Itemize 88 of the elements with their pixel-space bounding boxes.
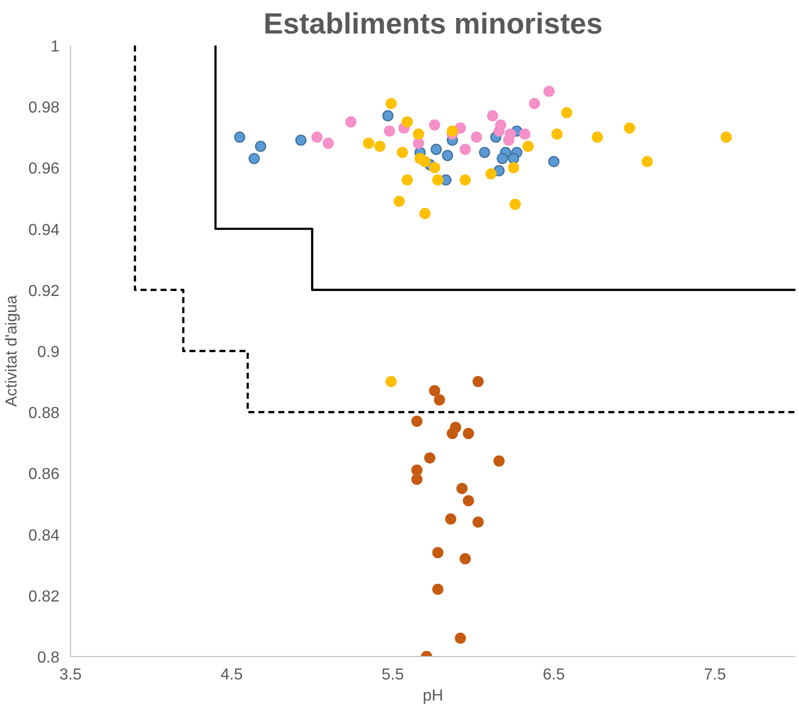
point	[551, 128, 563, 140]
point	[234, 132, 246, 143]
point	[460, 174, 471, 186]
point	[496, 152, 508, 164]
y-tick-label: 0.86	[28, 466, 60, 484]
point	[248, 152, 260, 164]
point	[508, 152, 520, 164]
point	[429, 162, 440, 174]
point	[384, 125, 396, 137]
point	[442, 150, 454, 162]
point	[510, 198, 521, 210]
x-axis-title: pH	[422, 688, 444, 704]
point	[478, 146, 490, 158]
point	[493, 125, 505, 137]
point	[592, 132, 603, 143]
point	[386, 98, 397, 110]
point	[460, 144, 471, 155]
point	[503, 134, 514, 146]
point	[394, 196, 405, 207]
point	[374, 140, 386, 152]
x-tick-label: 7.5	[704, 666, 726, 684]
point	[411, 474, 422, 485]
point	[472, 516, 484, 528]
point	[432, 584, 444, 595]
point	[419, 208, 431, 220]
x-tick-label: 4.5	[220, 666, 243, 684]
point	[419, 156, 431, 168]
point	[424, 452, 436, 464]
point	[412, 138, 424, 149]
point	[432, 547, 444, 558]
point	[508, 162, 520, 174]
y-tick-label: 0.96	[28, 160, 60, 178]
y-tick-label: 0.9	[37, 344, 60, 361]
point	[519, 128, 530, 140]
point	[446, 428, 458, 440]
point	[460, 553, 471, 564]
point	[412, 128, 424, 140]
point	[446, 125, 458, 137]
point	[255, 140, 266, 152]
x-tick-label: 3.5	[59, 666, 82, 684]
line-series	[134, 46, 796, 414]
point	[434, 394, 446, 406]
y-tick-label: 0.84	[28, 527, 60, 544]
point	[528, 98, 540, 110]
point	[487, 110, 498, 122]
y-tick-label: 0.88	[28, 405, 60, 422]
y-axis-title: Activitat d'aigua	[3, 295, 20, 407]
point	[642, 156, 653, 168]
x-tick-label: 6.5	[542, 666, 566, 684]
point	[462, 428, 474, 440]
point	[322, 138, 334, 149]
x-tick-label: 5.5	[382, 666, 404, 684]
point	[493, 455, 505, 467]
point	[411, 416, 422, 427]
point	[456, 482, 468, 494]
point	[295, 134, 306, 146]
y-tick-label: 0.8	[37, 650, 60, 666]
point	[432, 174, 444, 186]
y-tick-label: 0.82	[28, 588, 60, 606]
point	[402, 174, 413, 186]
point	[720, 132, 732, 143]
point	[429, 119, 440, 131]
y-tick-label: 0.94	[28, 222, 60, 239]
point	[382, 110, 394, 122]
y-tick-label: 0.98	[28, 100, 60, 117]
y-tick-label: 1	[50, 38, 60, 56]
point	[396, 146, 408, 158]
point	[402, 116, 413, 128]
point	[311, 132, 323, 143]
point	[345, 116, 356, 128]
point	[470, 132, 482, 143]
y-tick-label: 0.92	[28, 282, 60, 300]
point	[430, 144, 442, 155]
point	[411, 464, 422, 476]
point	[543, 86, 555, 97]
point	[624, 122, 636, 134]
point	[561, 107, 572, 118]
point	[429, 385, 440, 396]
point	[522, 140, 534, 152]
point	[362, 138, 374, 149]
point	[386, 376, 397, 388]
point	[445, 513, 456, 525]
point	[548, 156, 560, 168]
point	[485, 168, 497, 180]
chart-title: Establiments minoristes	[263, 8, 603, 40]
point	[472, 376, 484, 388]
point	[462, 495, 474, 506]
point	[454, 632, 466, 644]
